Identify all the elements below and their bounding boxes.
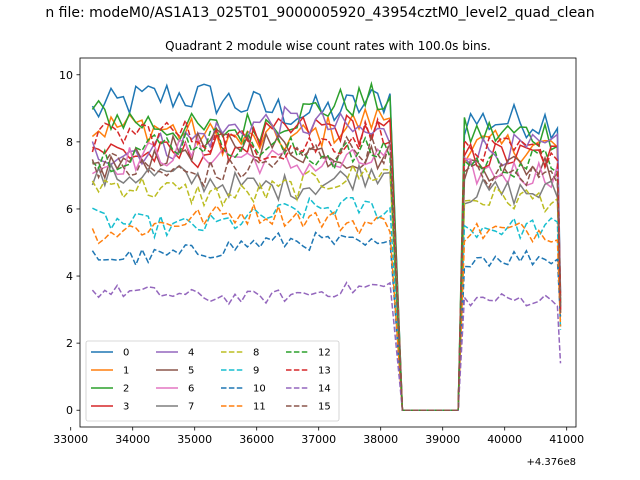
chart-title: Quadrant 2 module wise count rates with … [165,39,491,53]
series-line-0 [91,83,562,411]
y-tick-label: 8 [66,136,73,149]
x-tick-label: 35000 [177,433,212,446]
legend-label-5: 5 [188,366,194,377]
y-tick-label: 4 [66,270,73,283]
series-line-14 [91,281,562,411]
legend-label-15: 15 [318,402,331,413]
axis-ticks: 33000 34000 35000 36000 37000 38000 39000 40000… [53,69,584,446]
y-tick-label: 2 [66,337,73,350]
legend-label-9: 9 [253,366,259,377]
x-tick-label: 37000 [301,433,336,446]
series-line-4 [91,105,562,411]
series-line-2 [91,80,562,411]
series-line-11 [91,201,562,411]
series-lines [91,80,562,411]
x-tick-label: 38000 [363,433,398,446]
series-line-7 [91,162,562,411]
y-tick-label: 0 [66,404,73,417]
legend-label-14: 14 [318,384,331,395]
legend-label-2: 2 [123,384,129,395]
series-line-13 [91,116,562,411]
legend-label-8: 8 [253,348,259,359]
x-tick-label: 34000 [115,433,150,446]
x-offset-label: +4.376e8 [526,457,576,468]
legend-label-11: 11 [253,402,266,413]
series-line-10 [91,231,562,411]
series-line-9 [92,196,562,411]
series-line-15 [91,133,562,411]
legend-label-13: 13 [318,366,331,377]
x-tick-label: 40000 [487,433,522,446]
y-tick-label: 10 [59,69,73,82]
series-line-8 [91,163,562,411]
x-tick-label: 41000 [549,433,584,446]
legend-label-7: 7 [188,402,194,413]
axes-frame [79,57,577,428]
legend-box [85,340,340,422]
legend-label-3: 3 [123,402,129,413]
x-tick-label: 36000 [239,433,274,446]
x-tick-label: 39000 [425,433,460,446]
legend-label-4: 4 [188,348,194,359]
legend-label-12: 12 [318,348,331,359]
legend-label-1: 1 [123,366,129,377]
legend-label-10: 10 [253,384,266,395]
x-tick-label: 33000 [53,433,88,446]
legend-label-0: 0 [123,348,129,359]
y-tick-label: 6 [66,203,73,216]
series-line-6 [92,135,562,411]
legend-label-6: 6 [188,384,194,395]
figure-suptitle: n file: modeM0/AS1A13_025T01_9000005920_… [45,5,594,21]
series-line-12 [91,127,562,411]
